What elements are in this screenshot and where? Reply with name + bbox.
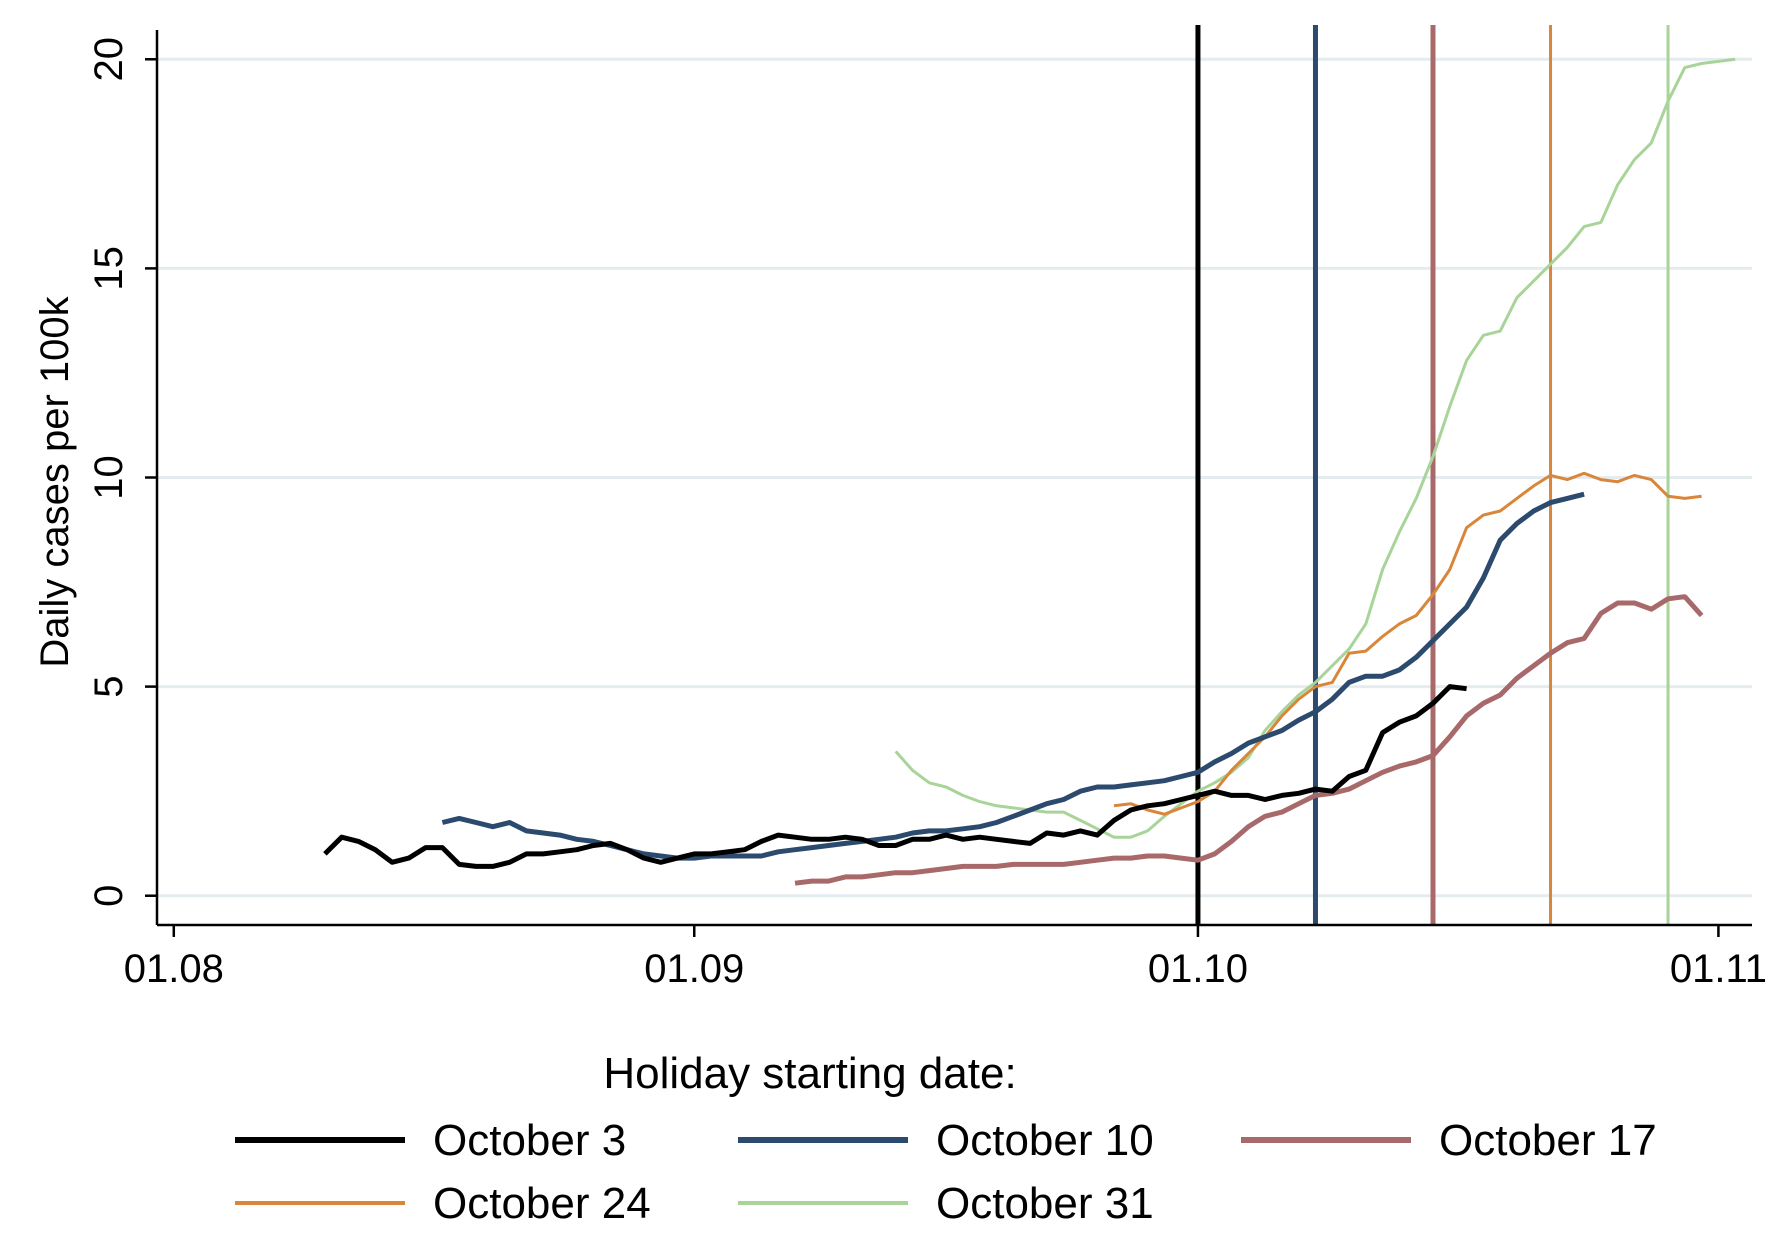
legend-label: October 31 bbox=[936, 1179, 1154, 1228]
x-tick-label-1: 01.09 bbox=[644, 947, 744, 991]
y-tick-label-0: 0 bbox=[87, 885, 131, 907]
legend-item-october-31: October 31 bbox=[738, 1179, 1154, 1228]
legend-label: October 24 bbox=[433, 1179, 651, 1228]
series-line-october-3 bbox=[323, 684, 1467, 869]
holiday-start-lines bbox=[1195, 25, 1670, 925]
y-tick-label-3: 15 bbox=[87, 246, 131, 291]
legend-item-october-10: October 10 bbox=[738, 1116, 1154, 1165]
legend-label: October 17 bbox=[1439, 1116, 1657, 1165]
y-tick-label-2: 10 bbox=[87, 455, 131, 500]
y-tick-label-4: 20 bbox=[87, 37, 131, 81]
legend-title: Holiday starting date: bbox=[603, 1049, 1016, 1098]
x-tick-label-2: 01.10 bbox=[1148, 947, 1248, 991]
legend-item-october-3: October 3 bbox=[235, 1116, 626, 1165]
x-tick-label-3: 01.11 bbox=[1670, 947, 1767, 991]
legend-label: October 10 bbox=[936, 1116, 1154, 1165]
x-tick-label-0: 01.08 bbox=[124, 947, 224, 991]
legend-item-october-17: October 17 bbox=[1241, 1116, 1657, 1165]
series-line-october-31 bbox=[894, 57, 1736, 839]
y-tick-label-1: 5 bbox=[87, 675, 131, 697]
ticks: 0 5 10 15 20 01.08 01.09 01.10 01.11 bbox=[87, 37, 1767, 991]
legend-item-october-24: October 24 bbox=[235, 1179, 651, 1228]
series-line-october-17 bbox=[794, 594, 1704, 886]
y-axis-title: Daily cases per 100k bbox=[33, 295, 77, 667]
gridlines bbox=[157, 57, 1752, 898]
legend-label: October 3 bbox=[433, 1116, 626, 1165]
legend: October 3 October 10 October 17 October 24 O… bbox=[235, 1116, 1657, 1228]
series-lines bbox=[323, 57, 1736, 886]
